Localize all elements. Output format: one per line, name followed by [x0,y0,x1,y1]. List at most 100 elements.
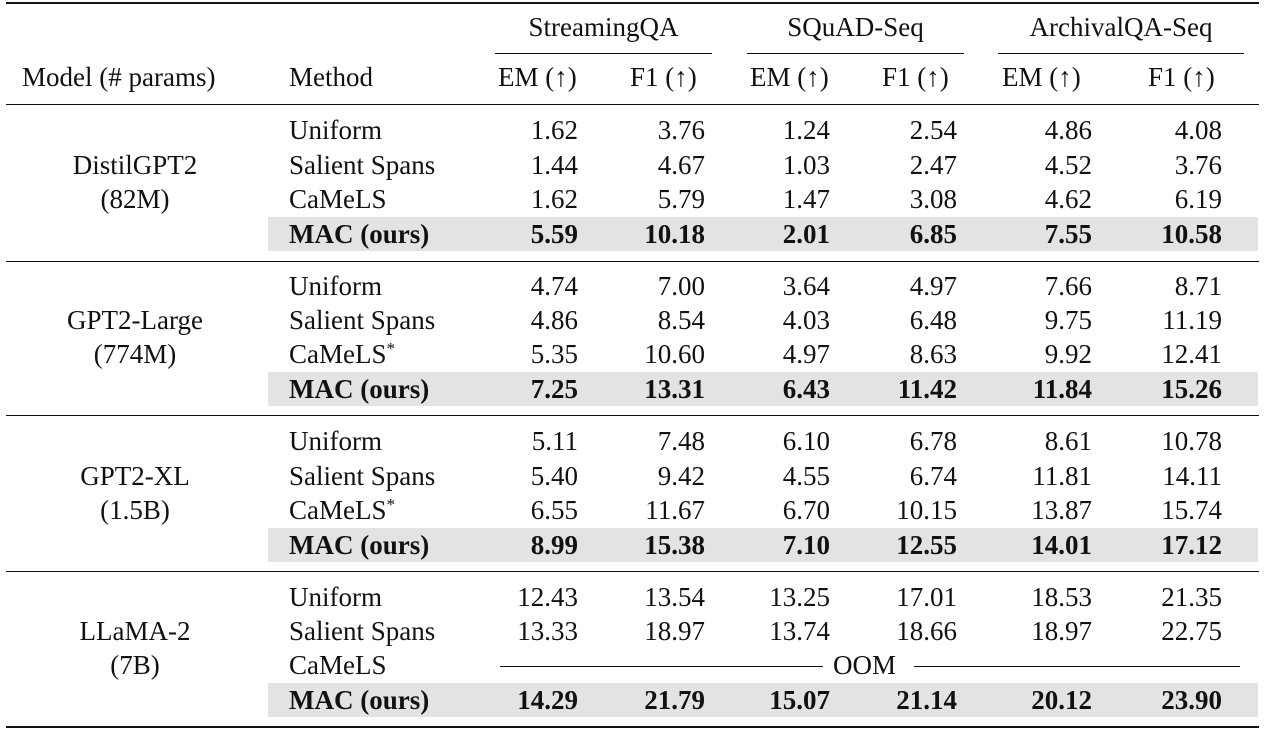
cell-value: 4.08 [1174,115,1222,145]
cell-value: 14.01 [1031,530,1092,560]
cell-value: 4.86 [530,305,578,335]
cell-value: 4.62 [1044,184,1092,214]
cell-value: 21.79 [644,685,705,715]
cell-value: 7.48 [657,426,705,456]
column-header-model: Model (# params) [22,62,216,92]
cell-value: 8.99 [530,530,578,560]
model-params: (82M) [100,184,170,214]
block-rule-3 [6,571,1259,572]
header-rule [6,104,1259,105]
method-label: MAC (ours) [289,685,430,715]
cell-value: 15.07 [769,685,830,715]
cell-value: 3.64 [782,271,830,301]
cell-value: 15.74 [1161,495,1222,525]
cell-value: 7.00 [657,271,705,301]
cell-value: 10.78 [1161,426,1222,456]
cell-value: 1.47 [782,184,830,214]
bottom-rule [6,726,1259,728]
cell-value: 9.42 [657,461,705,491]
block-rule-1 [6,261,1259,262]
cell-value: 9.75 [1044,305,1092,335]
oom-line-left [500,666,823,667]
cell-value: 17.01 [896,582,957,612]
cell-value: 11.42 [897,374,957,404]
group-header: SQuAD-Seq [787,12,924,42]
cell-value: 10.15 [896,495,957,525]
method-label: CaMeLS* [289,339,395,369]
cell-value: 21.14 [896,685,957,715]
cell-value: 13.74 [769,616,830,646]
cell-value: 13.54 [644,582,705,612]
cell-value: 7.55 [1044,219,1092,249]
highlight-row [268,528,1258,562]
method-label: Salient Spans [289,616,436,646]
cell-value: 7.10 [782,530,830,560]
column-header-f1: F1 (↑) [882,62,949,92]
cell-value: 22.75 [1161,616,1222,646]
cell-value: 17.12 [1161,530,1222,560]
column-header-method: Method [289,62,373,92]
oom-label: OOM [833,650,897,680]
column-header-f1: F1 (↑) [1148,62,1215,92]
column-header-em: EM (↑) [750,62,829,92]
cell-value: 18.97 [1031,616,1092,646]
cell-value: 5.40 [530,461,578,491]
cell-value: 4.03 [782,305,830,335]
highlight-row [268,683,1258,717]
method-label: MAC (ours) [289,530,430,560]
cell-value: 6.19 [1174,184,1222,214]
cell-value: 14.11 [1162,461,1222,491]
cell-value: 3.76 [1174,150,1222,180]
cell-value: 2.01 [782,219,830,249]
method-label: Uniform [289,271,382,301]
cell-value: 11.81 [1032,461,1092,491]
cell-value: 1.03 [782,150,830,180]
cell-value: 4.55 [782,461,830,491]
cell-value: 12.43 [517,582,578,612]
cell-value: 7.25 [530,374,578,404]
cell-value: 13.33 [517,616,578,646]
cell-value: 18.66 [896,616,957,646]
cell-value: 6.48 [909,305,957,335]
cell-value: 6.10 [782,426,830,456]
method-label: MAC (ours) [289,374,430,404]
cell-value: 23.90 [1161,685,1222,715]
cell-value: 5.35 [530,339,578,369]
method-label: Uniform [289,582,382,612]
cell-value: 12.41 [1161,339,1222,369]
cell-value: 11.67 [645,495,705,525]
cell-value: 1.24 [782,115,830,145]
method-label: MAC (ours) [289,219,430,249]
model-name: GPT2-XL [80,461,190,491]
method-label: Salient Spans [289,305,436,335]
cell-value: 18.97 [644,616,705,646]
group-header: StreamingQA [528,12,679,42]
cell-value: 6.74 [909,461,957,491]
model-name: DistilGPT2 [72,150,198,180]
model-name: GPT2-Large [67,305,203,335]
cell-value: 1.62 [530,115,578,145]
cell-value: 6.78 [909,426,957,456]
cell-value: 7.66 [1044,271,1092,301]
method-label: Uniform [289,115,382,145]
cell-value: 13.25 [769,582,830,612]
cell-value: 6.85 [909,219,957,249]
cell-value: 13.87 [1031,495,1092,525]
cell-value: 1.44 [530,150,578,180]
cell-value: 8.63 [909,339,957,369]
cell-value: 5.79 [657,184,705,214]
highlight-row [268,372,1258,406]
group-header: ArchivalQA-Seq [1029,12,1213,42]
cell-value: 15.26 [1161,374,1222,404]
method-label: Salient Spans [289,461,436,491]
cell-value: 6.43 [782,374,830,404]
cell-value: 4.86 [1044,115,1092,145]
cell-value: 5.59 [530,219,578,249]
model-name: LLaMA-2 [79,616,191,646]
highlight-row [268,217,1258,251]
cell-value: 2.47 [909,150,957,180]
cell-value: 3.08 [909,184,957,214]
cell-value: 1.62 [530,184,578,214]
method-label: Uniform [289,426,382,456]
cell-value: 13.31 [644,374,705,404]
